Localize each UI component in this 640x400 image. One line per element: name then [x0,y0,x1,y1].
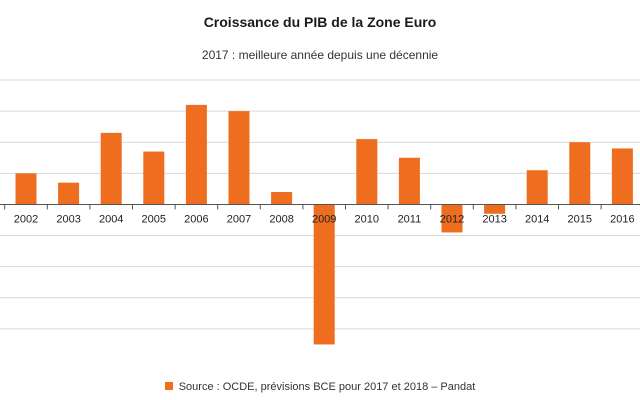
bar-2013 [484,204,506,214]
legend: Source : OCDE, prévisions BCE pour 2017 … [0,381,640,393]
bar-2002 [15,173,37,205]
bar-2016 [611,148,633,205]
x-tick-label: 2012 [440,213,464,225]
bar-2008 [271,192,293,205]
x-tick-label: 2010 [355,213,379,225]
bar-2012 [441,204,463,233]
bar-2004 [100,132,122,205]
bar-2015 [569,142,591,205]
x-tick-label: 2004 [99,213,123,225]
x-tick-label: 2009 [312,213,336,225]
bar-2011 [398,157,420,205]
x-tick-label: 2007 [227,213,251,225]
x-tick-label: 2016 [610,213,634,225]
x-tick-label: 2005 [142,213,166,225]
bar-2010 [356,139,378,205]
x-tick-label: 2015 [568,213,592,225]
bar-2007 [228,111,250,205]
bar-2009 [313,204,335,345]
x-tick-labels: 2002 2003 2004 2005 2006 2007 2008 2009 2010 2011… [14,213,635,225]
legend-swatch [164,382,173,390]
x-tick-label: 2013 [482,213,506,225]
bar-2003 [58,182,80,205]
chart-title: Croissance du PIB de la Zone Euro [203,14,437,30]
x-tick-label: 2002 [14,213,38,225]
x-tick-label: 2014 [525,213,549,225]
x-tick-label: 2003 [56,213,80,225]
x-tick-label: 2008 [269,213,293,225]
x-axis [0,203,640,210]
bar-2014 [526,170,548,205]
x-tick-label: 2006 [184,213,208,225]
legend-label: Source : OCDE, prévisions BCE pour 2017 … [178,381,476,393]
chart-subtitle: 2017 : meilleure année depuis une décenn… [201,48,439,62]
bar-2006 [185,104,207,205]
bars [15,104,633,345]
bar-2005 [143,151,165,205]
x-tick-label: 2011 [398,213,422,225]
